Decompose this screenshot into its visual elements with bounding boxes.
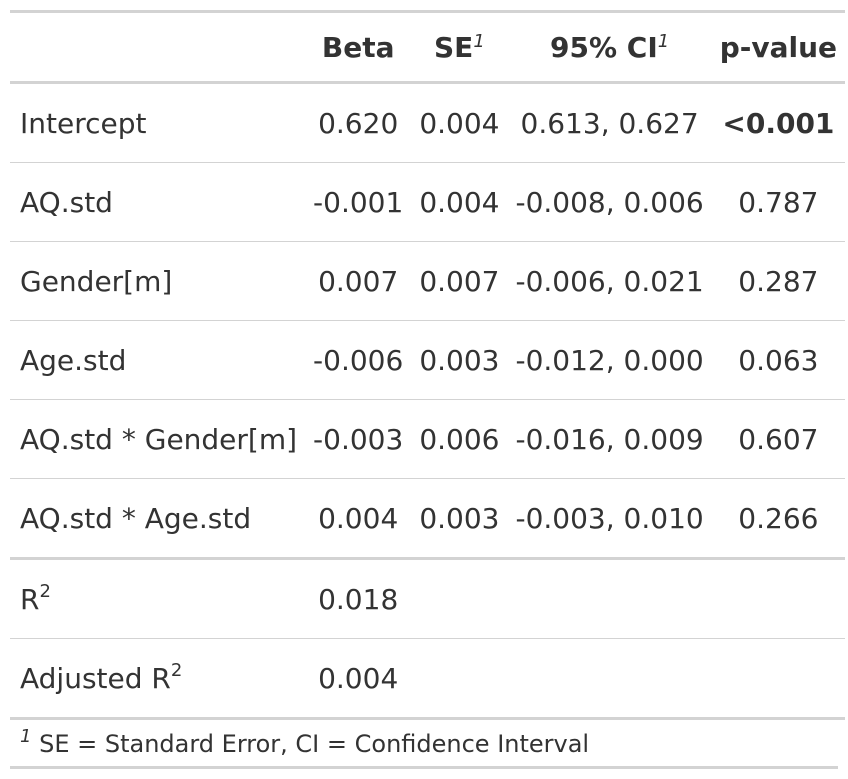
beta-cell: -0.001 [305, 162, 412, 242]
row-label: AQ.std * Age.std [10, 478, 306, 560]
row-label: Intercept [10, 82, 306, 163]
table-row: Gender[m] 0.007 0.007 -0.006, 0.021 0.28… [10, 241, 846, 321]
se-cell: 0.003 [411, 478, 508, 560]
beta-cell: -0.003 [305, 399, 412, 479]
table-footnote: 1 SE = Standard Error, CI = Confidence I… [10, 720, 838, 769]
se-cell: 0.004 [411, 82, 508, 163]
beta-cell: 0.004 [305, 478, 412, 560]
footnote-marker: 1 [20, 726, 32, 747]
footnote-marker: 1 [657, 30, 670, 52]
p-value-cell: 0.787 [711, 162, 846, 242]
p-value-cell: <0.001 [711, 82, 846, 163]
empty-cell [507, 558, 712, 639]
superscript: 2 [170, 659, 183, 681]
stat-label-text: Adjusted R [20, 661, 171, 695]
row-label: AQ.std [10, 162, 306, 242]
footnote-text: SE = Standard Error, CI = Confidence Int… [31, 730, 590, 758]
se-cell: 0.007 [411, 241, 508, 321]
beta-cell: 0.620 [305, 82, 412, 163]
header-beta: Beta [305, 12, 411, 83]
table-row: Intercept 0.620 0.004 0.613, 0.627 <0.00… [10, 82, 846, 163]
header-beta-text: Beta [321, 30, 395, 64]
se-cell: 0.004 [411, 162, 508, 242]
empty-cell [411, 638, 508, 720]
empty-cell [411, 558, 508, 639]
beta-cell: -0.006 [305, 320, 412, 400]
header-p-value: p-value [712, 12, 845, 83]
stat-row-r-squared: R2 0.018 [10, 558, 846, 639]
row-label: Age.std [10, 320, 306, 400]
row-label: Gender[m] [10, 241, 306, 321]
stat-value: 0.018 [305, 558, 412, 639]
se-cell: 0.006 [411, 399, 508, 479]
p-value-cell: 0.266 [711, 478, 846, 560]
table-row: Age.std -0.006 0.003 -0.012, 0.000 0.063 [10, 320, 846, 400]
header-label-cell [10, 12, 305, 83]
header-ci-text: 95% CI [550, 30, 658, 64]
regression-table: Beta SE1 95% CI1 p-value Intercept 0.620… [10, 10, 846, 720]
table-row: AQ.std -0.001 0.004 -0.008, 0.006 0.787 [10, 162, 846, 242]
empty-cell [711, 558, 846, 639]
ci-cell: -0.012, 0.000 [507, 320, 712, 400]
stat-label: R2 [10, 558, 306, 639]
stat-value: 0.004 [305, 638, 412, 720]
stat-label-text: R [20, 582, 40, 616]
empty-cell [711, 638, 846, 720]
ci-cell: -0.008, 0.006 [507, 162, 712, 242]
ci-cell: -0.006, 0.021 [507, 241, 712, 321]
header-p-text: p-value [719, 30, 838, 64]
ci-cell: 0.613, 0.627 [507, 82, 712, 163]
header-se: SE1 [411, 12, 507, 83]
footnote-marker: 1 [473, 30, 485, 52]
header-ci: 95% CI1 [507, 12, 711, 83]
p-value-cell: 0.607 [711, 399, 846, 479]
regression-table-container: Beta SE1 95% CI1 p-value Intercept 0.620… [10, 10, 846, 769]
row-label: AQ.std * Gender[m] [10, 399, 306, 479]
beta-cell: 0.007 [305, 241, 412, 321]
se-cell: 0.003 [411, 320, 508, 400]
empty-cell [507, 638, 712, 720]
ci-cell: -0.016, 0.009 [507, 399, 712, 479]
p-value-cell: 0.287 [711, 241, 846, 321]
table-row: AQ.std * Age.std 0.004 0.003 -0.003, 0.0… [10, 478, 846, 560]
table-header-row: Beta SE1 95% CI1 p-value [10, 11, 846, 83]
stat-label: Adjusted R2 [10, 638, 306, 720]
superscript: 2 [39, 580, 51, 602]
stat-row-adjusted-r-squared: Adjusted R2 0.004 [10, 638, 846, 720]
p-value-cell: 0.063 [711, 320, 846, 400]
ci-cell: -0.003, 0.010 [507, 478, 712, 560]
header-se-text: SE [434, 30, 474, 64]
table-row: AQ.std * Gender[m] -0.003 0.006 -0.016, … [10, 399, 846, 479]
